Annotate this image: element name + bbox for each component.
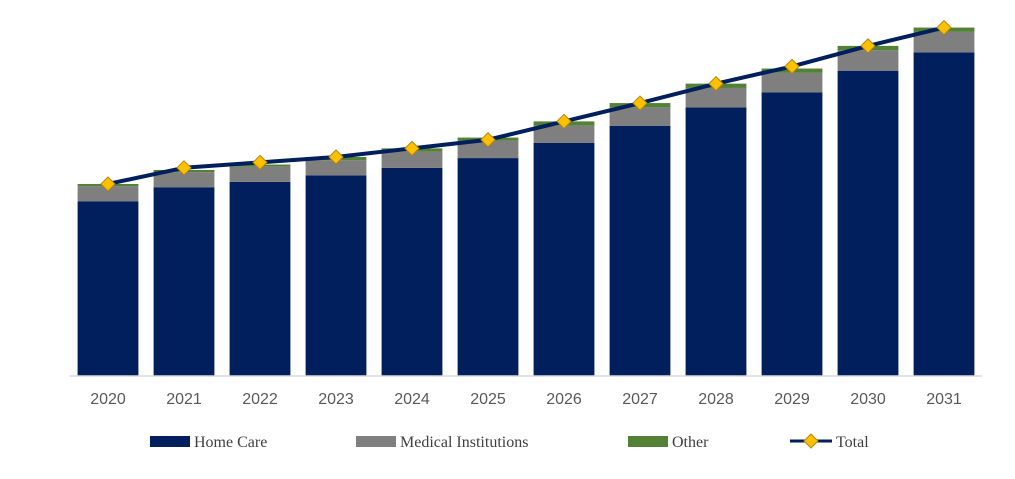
bar-home-care-2029 <box>761 92 823 377</box>
x-tick-2030: 2030 <box>850 391 886 408</box>
bar-medical-institutions-2030 <box>837 50 899 71</box>
bar-medical-institutions-2021 <box>153 172 215 188</box>
bar-home-care-2026 <box>533 142 595 376</box>
bar-medical-institutions-2023 <box>305 160 367 176</box>
bar-medical-institutions-2025 <box>457 140 519 159</box>
x-tick-2025: 2025 <box>470 391 506 408</box>
legend-label-total: Total <box>836 434 869 451</box>
bar-home-care-2022 <box>229 181 291 376</box>
bar-medical-institutions-2024 <box>381 151 443 168</box>
bar-home-care-2023 <box>305 175 367 376</box>
x-tick-2029: 2029 <box>774 391 810 408</box>
legend: Home Care Medical Institutions Other Tot… <box>150 433 869 451</box>
x-tick-2031: 2031 <box>926 391 962 408</box>
total-marker-2023 <box>328 149 344 165</box>
total-marker-2031 <box>936 19 952 36</box>
bar-home-care-2021 <box>153 187 215 376</box>
total-marker-2028 <box>708 75 724 92</box>
bars-layer <box>77 27 975 377</box>
total-marker-2022 <box>252 154 268 171</box>
total-marker-2020 <box>100 176 116 192</box>
x-tick-2027: 2027 <box>622 391 658 408</box>
total-marker-2029 <box>784 58 800 75</box>
x-tick-2021: 2021 <box>166 391 202 408</box>
x-tick-2024: 2024 <box>394 391 430 408</box>
x-tick-2020: 2020 <box>90 391 126 408</box>
bar-home-care-2025 <box>457 158 519 376</box>
x-tick-2028: 2028 <box>698 391 734 408</box>
legend-label-other: Other <box>672 434 709 451</box>
bar-medical-institutions-2020 <box>77 186 139 202</box>
total-marker-2030 <box>860 38 876 54</box>
bar-home-care-2024 <box>381 167 443 376</box>
bar-home-care-2030 <box>837 70 899 376</box>
legend-label-medical-institutions: Medical Institutions <box>400 434 528 451</box>
bar-medical-institutions-2026 <box>533 125 595 143</box>
bar-medical-institutions-2027 <box>609 107 671 126</box>
legend-marker-total <box>803 433 819 449</box>
bar-medical-institutions-2022 <box>229 166 291 182</box>
legend-item-home-care: Home Care <box>150 434 267 451</box>
total-marker-2025 <box>480 132 496 148</box>
legend-swatch-other <box>628 436 668 447</box>
x-tick-labels: 2020 2021 2022 2023 2024 2025 2026 2027 2028 2029… <box>90 391 962 408</box>
x-tick-2026: 2026 <box>546 391 582 408</box>
bar-home-care-2028 <box>685 107 747 376</box>
legend-label-home-care: Home Care <box>194 434 267 451</box>
legend-item-other: Other <box>628 434 709 451</box>
x-tick-2023: 2023 <box>318 391 354 408</box>
total-marker-2026 <box>556 113 572 130</box>
legend-swatch-medical-institutions <box>356 436 396 447</box>
total-line-series <box>100 19 952 192</box>
total-line <box>107 25 945 186</box>
legend-item-medical-institutions: Medical Institutions <box>356 434 528 451</box>
total-marker-2024 <box>404 140 420 157</box>
legend-swatch-home-care <box>150 436 190 447</box>
bar-medical-institutions-2029 <box>761 72 823 93</box>
bar-home-care-2027 <box>609 125 671 376</box>
total-marker-2021 <box>176 160 192 176</box>
bar-home-care-2020 <box>77 201 139 376</box>
total-marker-2027 <box>632 95 648 111</box>
bar-medical-institutions-2028 <box>685 87 747 108</box>
x-tick-2022: 2022 <box>242 391 278 408</box>
legend-item-total: Total <box>790 433 869 451</box>
bar-medical-institutions-2031 <box>913 31 975 53</box>
bar-home-care-2031 <box>913 52 975 376</box>
